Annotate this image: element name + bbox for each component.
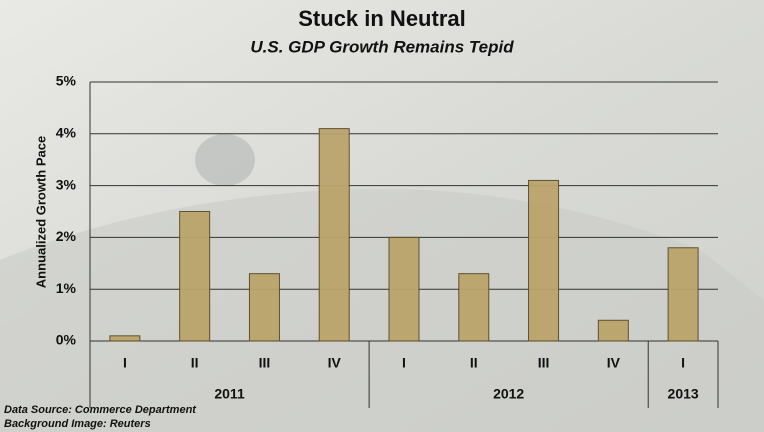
x-tick-label: I — [123, 355, 127, 371]
bar — [667, 247, 699, 342]
bar — [597, 319, 629, 342]
y-tick-label: 5% — [56, 73, 77, 89]
x-group-label: 2012 — [493, 386, 524, 402]
bar — [248, 273, 280, 342]
x-tick-label: IV — [607, 355, 621, 371]
x-tick-label: II — [191, 355, 199, 371]
y-tick-label: 1% — [56, 280, 77, 296]
y-tick-label: 3% — [56, 176, 77, 192]
y-tick-label: 4% — [56, 125, 77, 141]
x-tick-label: III — [259, 355, 271, 371]
bar — [458, 273, 490, 342]
bar — [318, 128, 350, 342]
source-note: Data Source: Commerce Department — [4, 404, 197, 416]
bar — [109, 335, 141, 342]
x-tick-label: IV — [328, 355, 342, 371]
x-tick-label: III — [538, 355, 550, 371]
bar — [528, 179, 560, 342]
bar — [179, 211, 211, 342]
x-group-label: 2011 — [214, 386, 245, 402]
y-axis-label: Annualized Growth Pace — [33, 136, 48, 288]
x-tick-label: II — [470, 355, 478, 371]
chart-subtitle: U.S. GDP Growth Remains Tepid — [250, 37, 514, 56]
bar — [388, 236, 420, 342]
source-note: Background Image: Reuters — [4, 418, 151, 430]
background-shape — [195, 134, 255, 186]
x-tick-label: I — [681, 355, 685, 371]
chart-title: Stuck in Neutral — [298, 6, 465, 31]
x-group-label: 2013 — [668, 386, 699, 402]
y-tick-label: 2% — [56, 228, 77, 244]
x-tick-label: I — [402, 355, 406, 371]
y-tick-label: 0% — [56, 332, 77, 348]
